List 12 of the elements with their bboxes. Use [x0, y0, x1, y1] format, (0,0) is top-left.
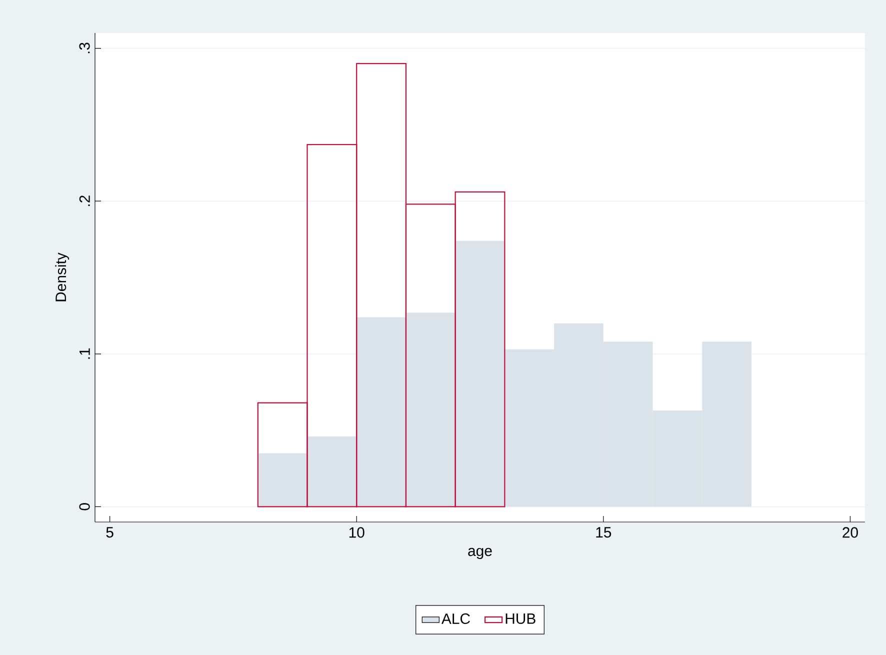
y-axis-title: Density: [55, 252, 70, 302]
y-tick-label: 0: [79, 503, 90, 510]
y-tick-label: .2: [79, 196, 90, 206]
legend-label: HUB: [506, 614, 536, 624]
x-tick-label: 20: [842, 527, 858, 538]
y-tick-label: .1: [80, 348, 90, 359]
x-axis-title: age: [468, 548, 492, 560]
x-tick-label: 10: [349, 527, 364, 538]
legend-label: ALC: [441, 613, 470, 624]
x-tick-label: 5: [106, 527, 114, 538]
x-tick-label: 15: [596, 527, 612, 538]
y-tick-label: .3: [79, 42, 90, 54]
